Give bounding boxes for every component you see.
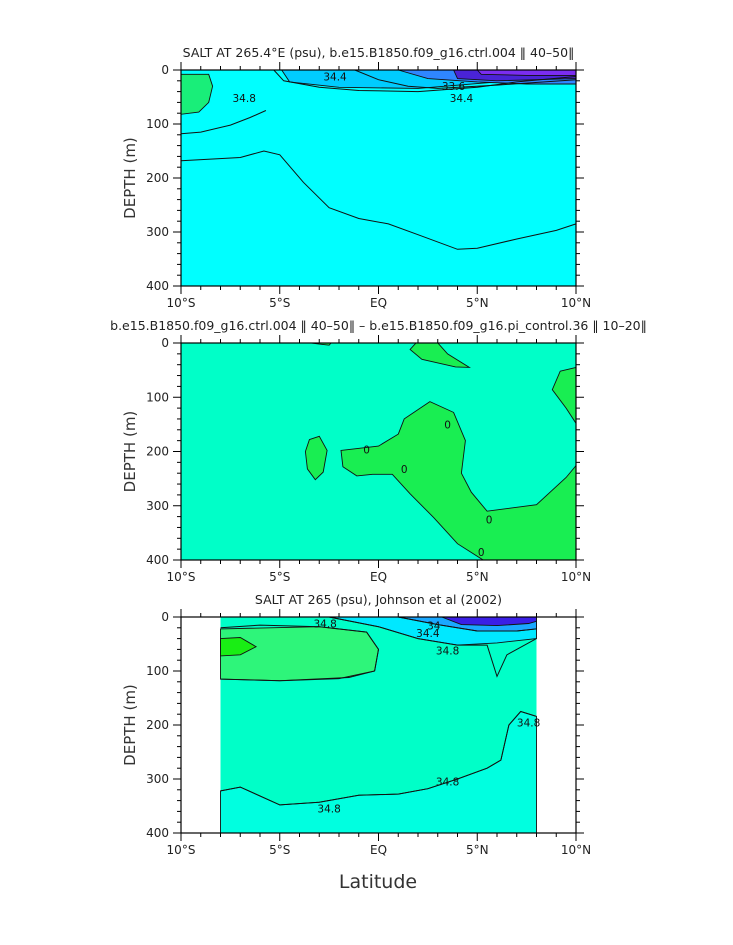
panel-title: SALT AT 265 (psu), Johnson et al (2002) <box>255 592 502 607</box>
y-tick-label: 400 <box>146 279 169 293</box>
x-tick-label: EQ <box>370 570 387 584</box>
contour-fill-region <box>409 342 471 368</box>
contour-label: 34.8 <box>436 645 459 657</box>
contour-label: 34.8 <box>317 804 340 816</box>
x-axis-label: Latitude <box>339 871 417 893</box>
panel-title: SALT AT 265.4°E (psu), b.e15.B1850.f09_g… <box>183 45 575 60</box>
contour-line <box>273 69 577 93</box>
x-tick-label: 10°N <box>561 570 591 584</box>
contour-line <box>398 616 537 632</box>
y-tick-label: 200 <box>146 445 169 459</box>
panel-title: b.e15.B1850.f09_g16.ctrl.004 ‖ 40–50‖ – … <box>110 318 647 333</box>
panels-group: 34.434.833.634.410°S 5°S EQ 5°N 10°N01002003… <box>110 45 647 857</box>
y-tick-label: 100 <box>146 117 169 131</box>
y-tick-label: 300 <box>146 772 169 786</box>
panel-background <box>181 70 576 286</box>
contour-line <box>329 616 537 678</box>
contour-line <box>180 150 577 250</box>
panel-1: 34.434.833.634.410°S 5°S EQ 5°N 10°N01002003… <box>121 45 591 310</box>
y-tick-label: 400 <box>146 826 169 840</box>
contour-label: 0 <box>486 514 493 526</box>
y-tick-label: 100 <box>146 664 169 678</box>
contour-label: 34.4 <box>416 628 440 640</box>
y-axis-label: DEPTH (m) <box>121 411 139 493</box>
contour-label: 34.8 <box>436 777 459 789</box>
y-axis-label: DEPTH (m) <box>121 684 139 766</box>
x-tick-label: 5°N <box>466 296 489 310</box>
x-tick-label: 5°S <box>269 296 290 310</box>
contour-label: 0 <box>363 444 370 456</box>
x-tick-label: EQ <box>370 843 387 857</box>
y-tick-label: 0 <box>161 610 169 624</box>
panel-2: 0 0 0 0 0 10°S 5°S EQ 5°N 10°N 0 100 200 300 400 b.e15.… <box>110 318 647 584</box>
x-tick-label: 5°S <box>269 843 290 857</box>
x-tick-label: 10°S <box>167 843 196 857</box>
y-axis-label: DEPTH (m) <box>121 137 139 219</box>
contour-label: 0 <box>444 419 451 431</box>
x-tick-label: 10°S <box>167 570 196 584</box>
x-tick-label: 10°N <box>561 843 591 857</box>
contour-label: 33.6 <box>442 81 466 93</box>
contour-fill-region <box>220 626 379 682</box>
y-tick-label: 200 <box>146 718 169 732</box>
contour-line <box>220 624 380 682</box>
contour-fill-region <box>304 435 328 481</box>
contour-fill-region <box>551 366 577 425</box>
x-tick-label: 10°S <box>167 296 196 310</box>
x-tick-label: EQ <box>370 296 387 310</box>
y-tick-label: 300 <box>146 499 169 513</box>
contour-fill-region <box>340 401 577 561</box>
contour-fill-region <box>220 637 258 657</box>
contour-label: 34 <box>427 621 441 633</box>
contour-label: 34.8 <box>313 618 336 630</box>
y-tick-label: 100 <box>146 390 169 404</box>
y-tick-label: 0 <box>161 63 169 77</box>
contour-fill-region <box>476 69 577 76</box>
contour-label: 34.8 <box>517 717 540 729</box>
x-tick-label: 5°N <box>466 570 489 584</box>
contour-label: 0 <box>401 464 408 476</box>
x-tick-label: 5°S <box>269 570 290 584</box>
y-tick-label: 300 <box>146 225 169 239</box>
contour-line <box>180 110 267 135</box>
contour-label: 34.8 <box>233 93 256 105</box>
contour-line <box>354 69 577 89</box>
contour-label: 0 <box>478 547 485 559</box>
x-tick-label: 10°N <box>561 296 591 310</box>
contour-label: 34.4 <box>323 71 347 83</box>
contour-line <box>220 710 537 806</box>
y-tick-label: 400 <box>146 553 169 567</box>
x-tick-label: 5°N <box>466 843 489 857</box>
y-tick-label: 200 <box>146 171 169 185</box>
panel-3: 34.8 34.4 34.8 34 34.8 34.8 34.8 10°S 5°S EQ 5°N 10… <box>121 592 591 857</box>
contour-label: 34.4 <box>450 93 474 105</box>
y-tick-label: 0 <box>161 336 169 350</box>
